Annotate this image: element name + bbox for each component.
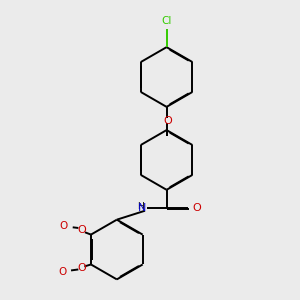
Text: O: O	[192, 203, 201, 213]
Text: O: O	[164, 116, 172, 126]
Text: N: N	[138, 203, 147, 213]
Text: O: O	[58, 267, 66, 277]
Text: O: O	[60, 221, 68, 231]
Text: H: H	[137, 202, 144, 211]
Text: O: O	[77, 263, 86, 273]
Text: Cl: Cl	[161, 16, 172, 26]
Text: O: O	[78, 225, 86, 235]
